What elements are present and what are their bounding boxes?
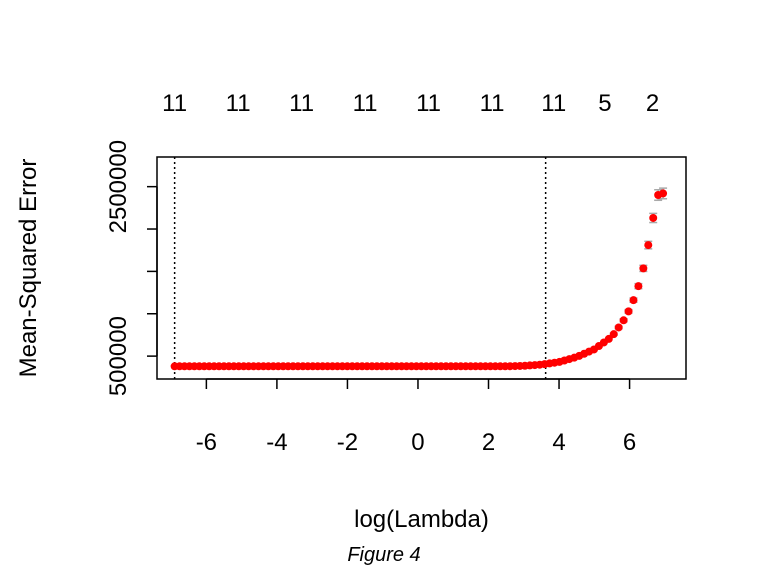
x-tick-label-1: -4 (266, 429, 287, 456)
x-tick-label-6: 6 (623, 429, 636, 456)
data-point-91 (619, 316, 628, 325)
data-point-96 (644, 241, 653, 250)
figure-caption: Figure 4 (347, 544, 421, 566)
top-label-6: 11 (541, 90, 566, 117)
x-tick-label-0: -6 (196, 429, 217, 456)
reference-lines (173, 157, 547, 379)
data-point-97 (649, 213, 658, 222)
x-tick-label-2: -2 (337, 429, 358, 456)
data-point-94 (634, 282, 643, 291)
top-axis-labels: 11 11 11 11 11 11 11 5 2 (162, 90, 659, 117)
x-tick-label-4: 2 (482, 429, 495, 456)
x-axis: -6 -4 -2 0 2 4 6 (196, 378, 636, 456)
data-point-89 (609, 330, 618, 339)
top-label-1: 11 (226, 90, 251, 117)
top-label-0: 11 (162, 90, 187, 117)
top-label-7: 5 (598, 90, 611, 117)
data-points (170, 189, 668, 371)
top-label-4: 11 (416, 90, 441, 117)
plot-frame (156, 156, 687, 380)
data-point-90 (614, 323, 623, 332)
top-label-3: 11 (353, 90, 378, 117)
top-label-8: 2 (646, 90, 659, 117)
y-axis-label: Mean-Squared Error (15, 159, 42, 378)
y-tick-label-0: 500000 (105, 316, 132, 396)
x-axis-label: log(Lambda) (354, 506, 489, 533)
data-point-99 (659, 189, 668, 198)
data-point-92 (624, 307, 633, 316)
y-axis: 500000 2500000 (105, 140, 158, 396)
top-label-2: 11 (289, 90, 314, 117)
top-label-5: 11 (480, 90, 505, 117)
data-point-95 (639, 264, 648, 273)
y-tick-label-4: 2500000 (105, 140, 132, 233)
data-point-93 (629, 296, 638, 305)
x-tick-label-3: 0 (411, 429, 424, 456)
x-tick-label-5: 4 (552, 429, 565, 456)
error-bars (609, 187, 668, 337)
